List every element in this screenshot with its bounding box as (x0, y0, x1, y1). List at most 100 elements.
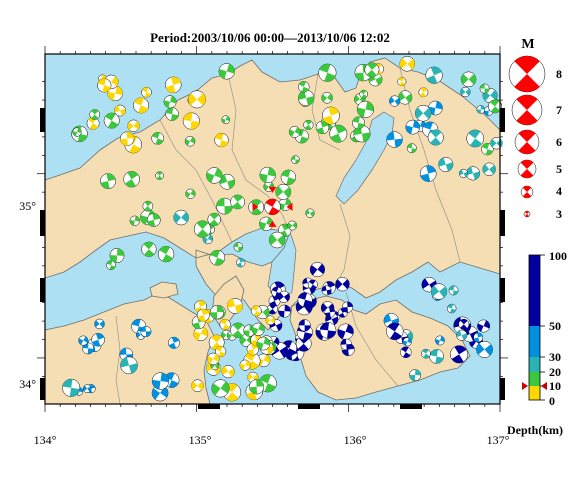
earthquake-mechanism[interactable] (151, 132, 165, 145)
earthquake-mechanism[interactable] (465, 166, 481, 181)
earthquake-mechanism[interactable] (448, 285, 459, 296)
magnitude-legend-ball[interactable] (520, 185, 534, 199)
earthquake-mechanism[interactable] (141, 241, 157, 257)
earthquake-mechanism[interactable] (398, 90, 413, 105)
earthquake-mechanism[interactable] (182, 112, 200, 130)
earthquake-mechanism[interactable] (460, 71, 477, 88)
earthquake-mechanism[interactable] (268, 231, 286, 249)
earthquake-mechanism[interactable] (315, 120, 330, 135)
earthquake-mechanism[interactable] (157, 245, 175, 263)
earthquake-mechanism[interactable] (155, 171, 164, 180)
earthquake-mechanism[interactable] (193, 220, 212, 238)
earthquake-mechanism[interactable] (341, 301, 354, 313)
earthquake-mechanism[interactable] (482, 162, 496, 176)
earthquake-mechanism[interactable] (421, 348, 431, 359)
earthquake-mechanism[interactable] (209, 249, 226, 266)
earthquake-mechanism[interactable] (109, 248, 125, 263)
earthquake-mechanism[interactable] (297, 89, 315, 107)
earthquake-mechanism[interactable] (219, 318, 231, 331)
earthquake-mechanism[interactable] (278, 304, 291, 318)
earthquake-mechanism[interactable] (173, 209, 189, 226)
earthquake-mechanism[interactable] (278, 198, 292, 211)
earthquake-mechanisms[interactable] (62, 56, 503, 402)
earthquake-mechanism[interactable] (62, 378, 81, 397)
earthquake-mechanism[interactable] (337, 323, 354, 340)
earthquake-mechanism[interactable] (409, 369, 422, 382)
earthquake-mechanism[interactable] (151, 372, 170, 390)
earthquake-mechanism[interactable] (129, 215, 140, 226)
earthquake-mechanism[interactable] (458, 168, 469, 179)
earthquake-mechanism[interactable] (218, 63, 235, 80)
earthquake-mechanism[interactable] (114, 104, 126, 117)
earthquake-mechanism[interactable] (307, 279, 318, 290)
earthquake-mechanism[interactable] (389, 95, 401, 107)
earthquake-mechanism[interactable] (103, 112, 120, 129)
earthquake-mechanism[interactable] (72, 127, 82, 137)
earthquake-mechanism[interactable] (425, 66, 443, 84)
earthquake-mechanism[interactable] (386, 131, 403, 148)
earthquake-mechanism[interactable] (163, 95, 177, 109)
earthquake-mechanism[interactable] (458, 318, 470, 330)
earthquake-mechanism[interactable] (265, 315, 276, 326)
earthquake-mechanism[interactable] (335, 277, 350, 292)
magnitude-legend-ball[interactable] (508, 55, 546, 93)
earthquake-mechanism[interactable] (298, 319, 311, 332)
earthquake-mechanism[interactable] (230, 322, 246, 338)
earthquake-mechanism[interactable] (185, 188, 196, 199)
magnitude-legend-ball[interactable] (523, 210, 531, 218)
earthquake-mechanism[interactable] (133, 97, 150, 114)
earthquake-mechanism[interactable] (322, 106, 340, 125)
earthquake-mechanism[interactable] (400, 346, 412, 359)
earthquake-mechanism[interactable] (236, 258, 246, 268)
earthquake-mechanism[interactable] (94, 318, 105, 330)
earthquake-mechanism[interactable] (146, 213, 161, 227)
earthquake-mechanism[interactable] (305, 208, 315, 218)
earthquake-mechanism[interactable] (318, 63, 337, 82)
earthquake-mechanism[interactable] (291, 155, 300, 164)
earthquake-mechanism[interactable] (353, 125, 371, 143)
earthquake-mechanism[interactable] (120, 356, 138, 375)
earthquake-mechanism[interactable] (352, 116, 365, 130)
earthquake-mechanism[interactable] (267, 303, 278, 315)
earthquake-mechanism[interactable] (82, 342, 95, 355)
earthquake-mechanism[interactable] (219, 173, 235, 190)
earthquake-mechanism[interactable] (141, 87, 152, 98)
earthquake-mechanism[interactable] (82, 384, 92, 393)
earthquake-mechanism[interactable] (490, 137, 503, 150)
map-panel[interactable] (40, 53, 505, 409)
selected-earthquake[interactable] (252, 186, 293, 227)
earthquake-mechanism[interactable] (419, 165, 437, 182)
earthquake-mechanism[interactable] (216, 197, 233, 215)
earthquake-mechanism[interactable] (476, 340, 494, 358)
earthquake-mechanism[interactable] (151, 384, 169, 402)
earthquake-mechanism[interactable] (386, 322, 404, 341)
earthquake-mechanism[interactable] (466, 129, 485, 148)
earthquake-mechanism[interactable] (250, 305, 262, 317)
earthquake-mechanism[interactable] (430, 283, 448, 300)
earthquake-mechanism[interactable] (309, 261, 326, 278)
earthquake-mechanism[interactable] (321, 285, 332, 296)
earthquake-mechanism[interactable] (329, 124, 348, 143)
earthquake-mechanism[interactable] (239, 359, 251, 371)
earthquake-mechanism[interactable] (280, 169, 297, 185)
earthquake-mechanism[interactable] (165, 76, 182, 94)
earthquake-mechanism[interactable] (89, 109, 101, 120)
earthquake-mechanism[interactable] (476, 105, 486, 114)
magnitude-legend-ball[interactable] (514, 129, 540, 155)
earthquake-mechanism[interactable] (399, 56, 416, 72)
earthquake-mechanism[interactable] (321, 92, 333, 104)
earthquake-mechanism[interactable] (123, 170, 140, 188)
earthquake-mechanism[interactable] (405, 119, 421, 135)
earthquake-mechanism[interactable] (165, 107, 179, 121)
earthquake-mechanism[interactable] (207, 212, 221, 227)
earthquake-mechanism[interactable] (214, 132, 229, 148)
earthquake-mechanism[interactable] (402, 337, 412, 347)
earthquake-mechanism[interactable] (303, 119, 314, 130)
earthquake-mechanism[interactable] (427, 129, 444, 146)
earthquake-mechanism[interactable] (456, 329, 468, 341)
earthquake-mechanism[interactable] (460, 86, 471, 98)
earthquake-mechanism[interactable] (364, 62, 380, 78)
selected-earthquake-mechanism[interactable] (264, 198, 281, 216)
earthquake-mechanism[interactable] (435, 335, 445, 346)
earthquake-mechanism[interactable] (97, 78, 112, 93)
